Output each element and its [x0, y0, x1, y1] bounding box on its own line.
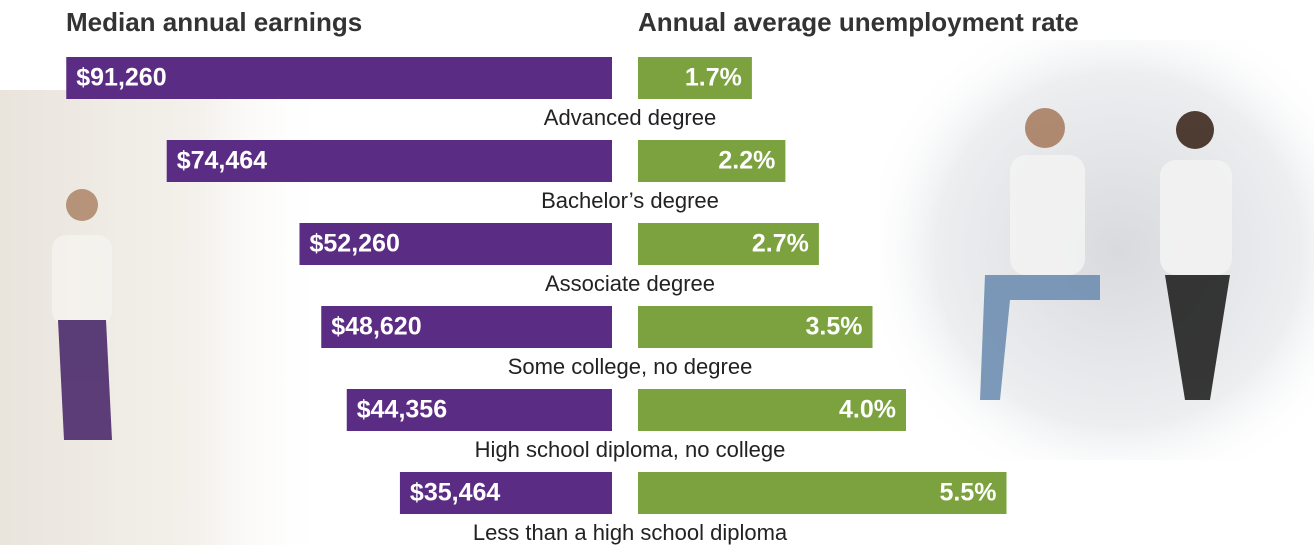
category-label: Less than a high school diploma: [473, 520, 788, 545]
value-label: 5.5%: [940, 479, 997, 507]
value-label: 1.7%: [685, 64, 742, 92]
value-label: $91,260: [76, 64, 166, 92]
category-label: Bachelor’s degree: [541, 188, 719, 213]
value-label: 2.7%: [752, 230, 809, 258]
value-label: $35,464: [410, 479, 500, 507]
category-label: Some college, no degree: [508, 354, 753, 379]
category-label: Advanced degree: [544, 105, 716, 130]
value-label: 2.2%: [718, 147, 775, 175]
value-label: $74,464: [177, 147, 267, 175]
category-label: High school diploma, no college: [475, 437, 786, 462]
panel-title: Median annual earnings: [66, 7, 362, 37]
value-label: 4.0%: [839, 396, 896, 424]
value-label: $52,260: [309, 230, 399, 258]
value-label: 3.5%: [806, 313, 863, 341]
page: Median annual earnings Annual average un…: [0, 0, 1314, 545]
background-photo: [880, 40, 1314, 460]
panel-title: Annual average unemployment rate: [638, 7, 1079, 37]
value-label: $48,620: [331, 313, 421, 341]
chart: Median annual earnings Annual average un…: [0, 0, 1314, 545]
value-label: $44,356: [357, 396, 447, 424]
category-label: Associate degree: [545, 271, 715, 296]
